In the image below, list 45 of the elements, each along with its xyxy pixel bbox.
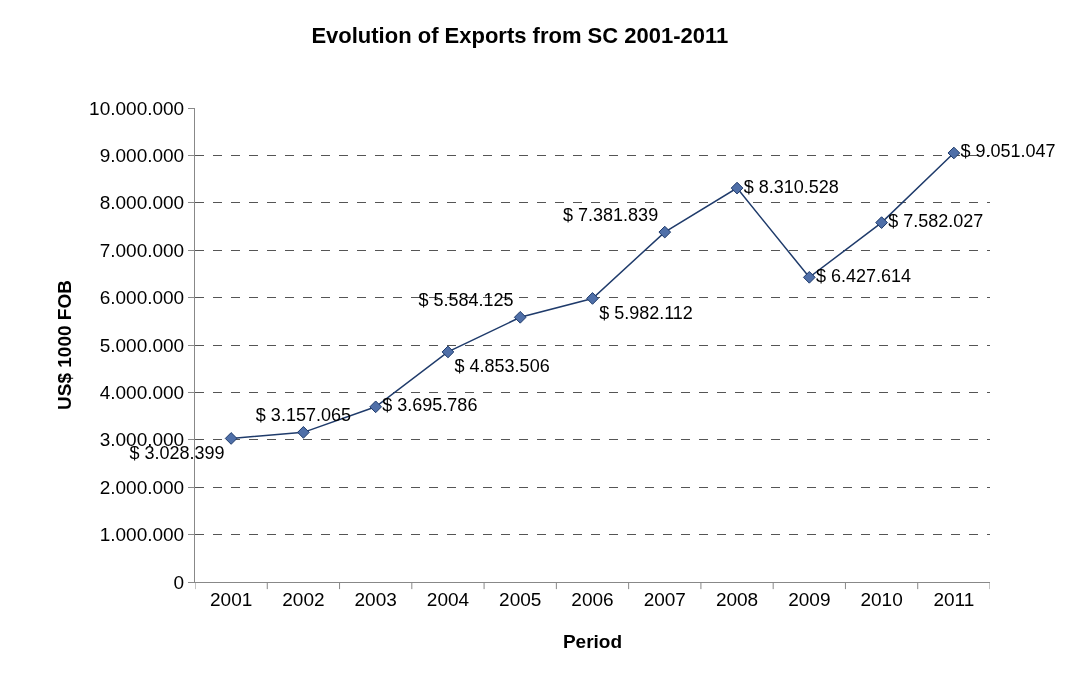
x-tick-label: 2001: [210, 588, 253, 610]
x-tick-label: 2003: [354, 588, 397, 610]
data-label: $ 4.853.506: [454, 356, 550, 377]
x-tick-label: 2009: [788, 588, 831, 610]
point: [586, 292, 599, 305]
y-tick-label: 6.000.000: [99, 287, 185, 309]
data-label: $ 5.982.112: [599, 302, 693, 323]
point: [297, 426, 310, 439]
point: [513, 310, 527, 324]
x-tick-label: 2008: [715, 588, 759, 610]
data-label: $ 7.381.839: [563, 204, 659, 225]
data-label: $ 3.157.065: [255, 405, 351, 426]
y-tick-label: 0: [173, 571, 185, 593]
point: [875, 216, 888, 229]
x-tick-label: 2002: [282, 588, 325, 610]
x-axis-title: Period: [562, 630, 623, 652]
y-tick-label: 1.000.000: [99, 524, 185, 546]
y-tick-label: 10.000.000: [89, 97, 185, 119]
point: [947, 146, 961, 160]
x-tick-label: 2007: [643, 588, 686, 610]
y-axis-title: US$ 1000 FOB: [53, 280, 75, 410]
point: [802, 270, 816, 284]
data-label: $ 7.582.027: [888, 211, 984, 232]
y-tick-label: 8.000.000: [99, 192, 185, 214]
x-tick-label: 2005: [499, 588, 542, 610]
point: [730, 181, 744, 195]
chart-title: Evolution of Exports from SC 2001-2011: [311, 22, 729, 48]
y-tick-label: 7.000.000: [99, 239, 185, 261]
x-tick-label: 2010: [860, 588, 903, 610]
x-tick-label: 2006: [571, 588, 614, 610]
point: [441, 345, 455, 359]
data-label: $ 6.427.614: [815, 265, 912, 286]
point: [369, 400, 383, 414]
data-label: $ 5.584.125: [418, 290, 514, 311]
point: [658, 225, 672, 239]
data-label: $ 8.310.528: [743, 176, 839, 197]
x-tick-label: 2011: [933, 588, 975, 610]
point: [224, 432, 238, 445]
x-tick-label: 2004: [426, 588, 470, 610]
data-label: $ 9.051.047: [960, 141, 1056, 162]
y-tick-label: 2.000.000: [99, 476, 185, 498]
y-tick-label: 5.000.000: [99, 334, 185, 356]
y-tick-label: 9.000.000: [99, 145, 185, 167]
data-label: $ 3.695.786: [382, 395, 478, 416]
y-tick-label: 4.000.000: [99, 382, 185, 404]
